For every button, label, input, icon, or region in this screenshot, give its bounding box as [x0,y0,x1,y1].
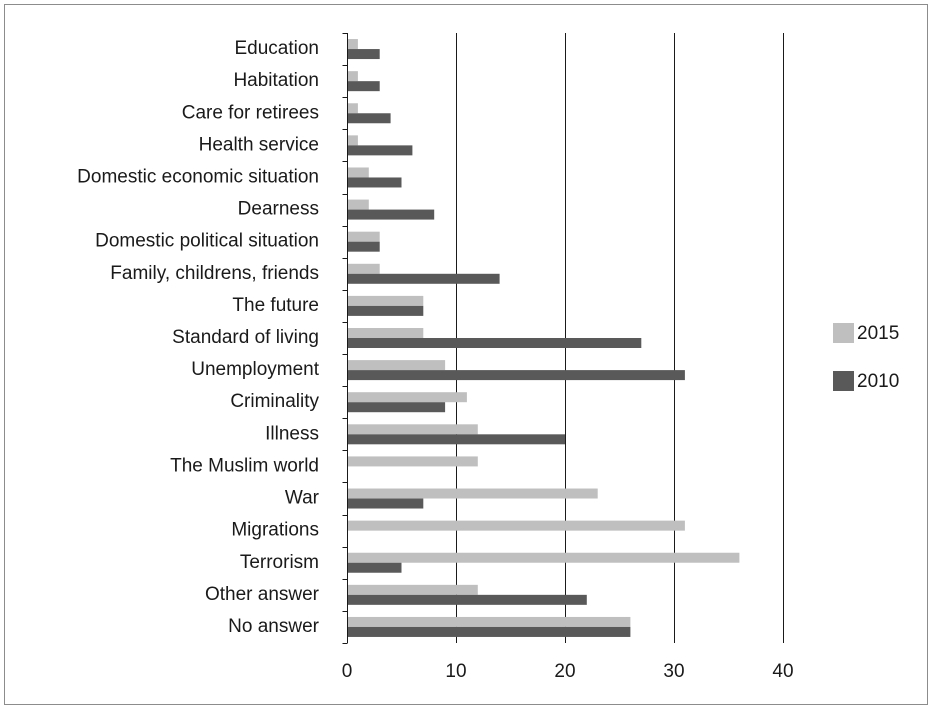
category-label: Care for retirees [182,102,319,123]
x-tick-label: 10 [445,661,466,682]
bar-2010-3 [347,145,413,156]
bar-2015-8 [347,295,424,306]
category-label: The future [232,295,319,316]
category-label: Terrorism [240,552,319,573]
bar-2010-10 [347,370,685,381]
category-label: The Muslim world [170,455,319,476]
category-label: Illness [265,423,319,444]
category-label: Health service [199,134,319,155]
bar-2015-15 [347,520,685,531]
bar-2015-7 [347,263,380,274]
bar-2015-10 [347,360,446,371]
bar-2010-17 [347,594,587,605]
legend-label-2010: 2010 [857,371,899,392]
bar-2015-2 [347,103,358,114]
category-label: Unemployment [191,359,319,380]
x-tick-labels: 0 10 20 30 40 [342,661,794,682]
bar-2015-0 [347,39,358,50]
x-tick-label: 0 [342,661,353,682]
bar-2010-16 [347,562,402,573]
category-label: Domestic economic situation [77,166,319,187]
legend-swatch-2015 [833,323,854,343]
legend: 2015 2010 [833,323,899,392]
bar-2010-0 [347,49,380,60]
bar-2010-14 [347,498,424,509]
category-label: Dearness [238,199,319,220]
bar-2015-4 [347,167,369,178]
legend-swatch-2010 [833,371,854,391]
bar-2015-9 [347,328,424,338]
bar-2010-6 [347,241,380,252]
bars [347,39,740,637]
bar-2015-6 [347,231,380,242]
category-label: Education [234,38,319,59]
category-label: Criminality [230,391,319,412]
bar-2015-18 [347,616,631,627]
category-label: Standard of living [172,327,319,348]
bar-2015-5 [347,199,369,210]
bar-2015-14 [347,488,598,499]
category-label: Family, childrens, friends [110,263,319,284]
bar-2015-16 [347,552,740,563]
bar-2010-4 [347,177,402,188]
category-labels: Education Habitation Care for retirees Heal… [77,38,320,637]
bar-2015-13 [347,456,478,467]
bar-2010-12 [347,434,565,445]
x-tick-label: 30 [663,661,684,682]
category-label: Habitation [233,70,319,91]
bar-2015-17 [347,584,478,595]
category-label: Migrations [231,520,319,541]
bar-2015-3 [347,135,358,146]
bar-2010-5 [347,209,435,220]
x-tick-label: 20 [554,661,575,682]
bar-2015-11 [347,392,467,403]
bar-2010-2 [347,113,391,124]
category-label: Other answer [205,584,320,605]
legend-label-2015: 2015 [857,323,899,344]
x-tick-label: 40 [772,661,793,682]
category-label: No answer [228,616,319,637]
bar-2010-9 [347,338,642,348]
bar-2010-8 [347,305,424,316]
bar-2015-1 [347,71,358,82]
bar-2010-7 [347,273,500,284]
bar-2015-12 [347,424,478,435]
bar-2010-11 [347,402,446,413]
category-axis [342,33,348,644]
bar-2010-18 [347,626,631,637]
bar-2010-1 [347,81,380,92]
category-label: War [285,488,320,509]
category-label: Domestic political situation [95,231,319,252]
